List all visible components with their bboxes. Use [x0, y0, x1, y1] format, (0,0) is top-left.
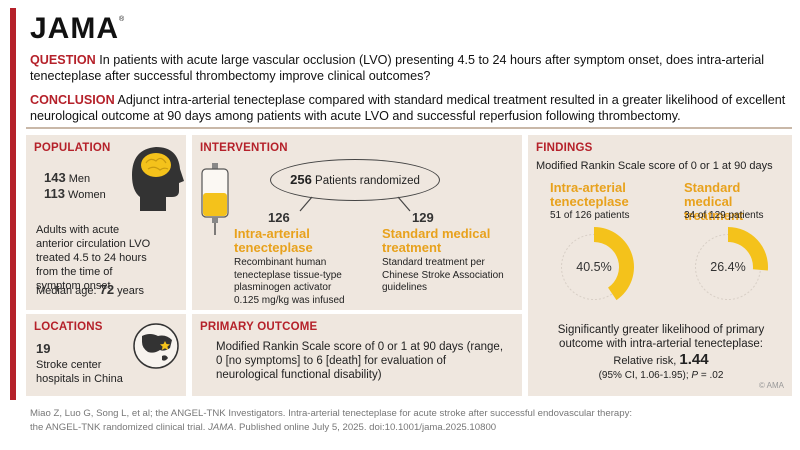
- globe-icon: [133, 323, 179, 369]
- population-description: Adults with acute anterior circulation L…: [36, 224, 151, 292]
- findings-summary: Significantly greater likelihood of prim…: [557, 324, 765, 350]
- divider: [26, 127, 792, 129]
- donut-tenecteplase: [561, 227, 634, 301]
- intervention-panel: INTERVENTION 256 Patients randomized 126…: [192, 135, 522, 310]
- group2-name: Standard medical treatment: [684, 180, 744, 223]
- conclusion-block: CONCLUSION Adjunct intra-arterial tenect…: [30, 92, 790, 124]
- group1-detail: 51 of 126 patients: [550, 210, 630, 221]
- arm2-name: Standard medical treatment: [382, 226, 491, 255]
- arm1-count: 126: [268, 210, 290, 225]
- locations-panel: LOCATIONS 19 Stroke center hospitals in …: [26, 314, 186, 396]
- question-label: QUESTION: [30, 53, 96, 67]
- arm1-name: Intra-arterial tenecteplase: [234, 226, 313, 255]
- primary-outcome-title: PRIMARY OUTCOME: [200, 321, 318, 333]
- citation: Miao Z, Luo G, Song L, et al; the ANGEL-…: [30, 407, 770, 435]
- findings-title: FINDINGS: [536, 142, 593, 154]
- citation-line1: Miao Z, Luo G, Song L, et al; the ANGEL-…: [30, 408, 633, 419]
- donut-segment-2: [728, 227, 768, 271]
- findings-subtitle: Modified Rankin Scale score of 0 or 1 at…: [536, 160, 773, 172]
- copyright: © AMA: [758, 381, 784, 390]
- citation-line2: the ANGEL-TNK randomized clinical trial.…: [30, 422, 497, 433]
- conclusion-text: Adjunct intra-arterial tenecteplase comp…: [30, 93, 786, 123]
- population-panel: POPULATION 143 Men 113 Women Adults with…: [26, 135, 186, 310]
- group2-percent: 26.4%: [710, 260, 746, 274]
- red-accent-bar: [10, 8, 16, 400]
- locations-description: Stroke center hospitals in China: [36, 359, 123, 385]
- randomized-oval: [270, 159, 440, 201]
- question-block: QUESTION In patients with acute large va…: [30, 52, 790, 84]
- relative-risk: Relative risk, 1.44: [613, 351, 709, 368]
- donut-standard: [695, 227, 768, 300]
- primary-outcome-text: Modified Rankin Scale score of 0 or 1 at…: [216, 341, 504, 381]
- group1-name: Intra-arterial tenecteplase: [550, 180, 629, 209]
- men-stat: 143 Men: [44, 170, 91, 186]
- arm2-count: 129: [412, 210, 434, 225]
- findings-panel: FINDINGS Modified Rankin Scale score of …: [528, 135, 792, 396]
- confidence-interval: (95% CI, 1.06-1.95); P = .02: [598, 370, 724, 381]
- randomization-arrows: [299, 196, 411, 212]
- median-age: Median age: 72 years: [36, 282, 145, 298]
- randomized-text: 256 Patients randomized: [290, 172, 420, 187]
- question-text: In patients with acute large vascular oc…: [30, 53, 765, 83]
- locations-count: 19: [36, 341, 51, 356]
- group2-detail: 34 of 129 patients: [684, 210, 764, 221]
- head-brain-icon: [132, 147, 184, 211]
- jama-logo: JAMA®: [30, 12, 126, 45]
- arm1-description: Recombinant human tenecteplase tissue-ty…: [234, 257, 345, 306]
- women-stat: 113 Women: [44, 186, 106, 202]
- iv-bag-icon: [201, 163, 229, 235]
- group1-percent: 40.5%: [576, 260, 612, 274]
- population-title: POPULATION: [34, 142, 111, 154]
- conclusion-label: CONCLUSION: [30, 93, 115, 107]
- arm2-description: Standard treatment per Chinese Stroke As…: [382, 257, 504, 293]
- locations-title: LOCATIONS: [34, 321, 103, 333]
- donut-segment-1: [594, 227, 634, 301]
- primary-outcome-panel: PRIMARY OUTCOME Modified Rankin Scale sc…: [192, 314, 522, 396]
- intervention-title: INTERVENTION: [200, 142, 288, 154]
